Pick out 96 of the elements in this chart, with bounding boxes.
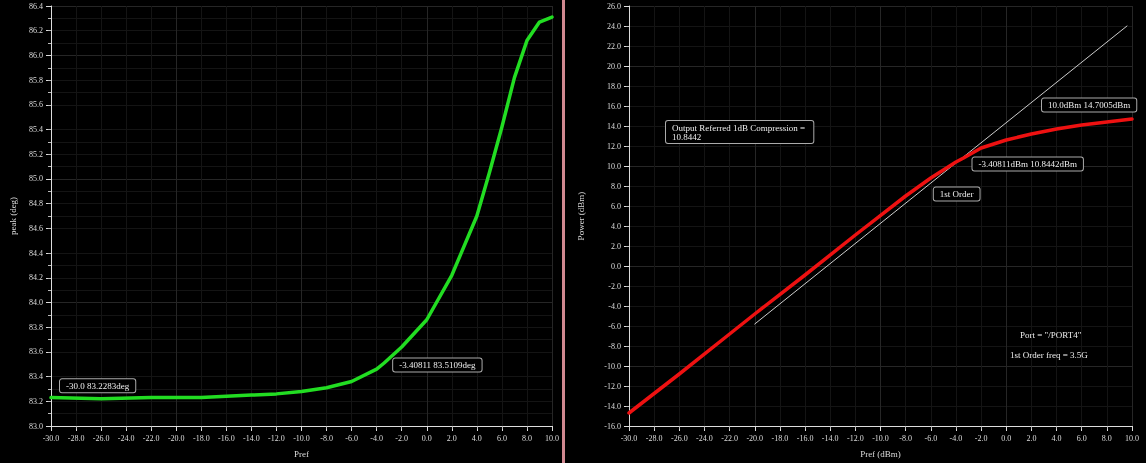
line-series — [49, 15, 554, 401]
y-axis-title: peak (deg) — [7, 196, 18, 236]
y-tick-label: 84.2 — [29, 273, 43, 283]
x-tick-label: -6.0 — [924, 433, 938, 443]
y-tick-label: 18.0 — [607, 81, 621, 91]
x-tick-label: 10.0 — [1125, 433, 1139, 443]
y-tick-label: 84.4 — [29, 248, 43, 258]
x-tick-label: -18.0 — [771, 433, 789, 443]
y-tick-label: 85.0 — [29, 174, 43, 184]
x-tick-label: -12.0 — [268, 433, 285, 443]
y-tick-label: 84.8 — [29, 199, 43, 209]
x-tick-label: -12.0 — [847, 433, 864, 443]
y-tick-label: -16.0 — [604, 421, 621, 431]
x-tick-label: 8.0 — [1101, 433, 1112, 443]
x-tick-label: 8.0 — [521, 433, 532, 443]
x-tick-label: -16.0 — [796, 433, 814, 443]
y-tick-label: 85.8 — [29, 75, 43, 85]
y-tick-label: 2.0 — [611, 241, 621, 251]
x-tick-label: -10.0 — [872, 433, 889, 443]
x-tick-label: -30.0 — [620, 433, 638, 443]
x-tick-label: -2.0 — [974, 433, 988, 443]
line-series — [627, 117, 1134, 415]
x-tick-label: 0.0 — [1001, 433, 1012, 443]
x-tick-label: -4.0 — [370, 433, 383, 443]
x-tick-label: -16.0 — [218, 433, 235, 443]
y-tick-label: -6.0 — [608, 321, 621, 331]
x-tick-label: -8.0 — [320, 433, 333, 443]
y-tick-label: 83.0 — [29, 421, 43, 431]
y-tick-label: -2.0 — [608, 281, 621, 291]
y-tick-label: 86.4 — [29, 1, 43, 11]
y-tick-label: 85.4 — [29, 125, 43, 135]
x-tick-label: 4.0 — [471, 433, 482, 443]
annotation: Port = "/PORT4" — [1020, 329, 1082, 340]
y-tick-label: 26.0 — [607, 1, 621, 11]
x-tick-label: -28.0 — [67, 433, 85, 443]
y-tick-label: -14.0 — [604, 401, 621, 411]
y-tick-label: 83.8 — [29, 322, 43, 332]
y-tick-label: -4.0 — [608, 301, 621, 311]
x-tick-label: -20.0 — [167, 433, 185, 443]
y-tick-label: -10.0 — [604, 361, 621, 371]
x-tick-label: 2.0 — [1026, 433, 1037, 443]
x-tick-label: 2.0 — [446, 433, 457, 443]
x-tick-label: -24.0 — [117, 433, 135, 443]
y-tick-label: 6.0 — [611, 201, 621, 211]
y-tick-label: 4.0 — [611, 221, 621, 231]
x-tick-label: 0.0 — [421, 433, 432, 443]
y-tick-label: 14.0 — [607, 121, 621, 131]
x-tick-label: -2.0 — [395, 433, 409, 443]
y-tick-label: 16.0 — [607, 101, 621, 111]
x-tick-label: 4.0 — [1051, 433, 1062, 443]
y-tick-label: 84.0 — [29, 297, 43, 307]
y-tick-label: 0.0 — [611, 261, 621, 271]
annotation: Output Referred 1dB Compression = 10.8442 — [672, 122, 808, 142]
y-tick-label: 24.0 — [607, 21, 621, 31]
y-tick-label: 10.0 — [607, 161, 621, 171]
x-tick-label: -6.0 — [345, 433, 358, 443]
y-tick-label: 86.0 — [29, 50, 43, 60]
x-tick-label: -24.0 — [696, 433, 713, 443]
y-tick-label: 83.4 — [29, 372, 43, 382]
x-tick-label: -14.0 — [243, 433, 260, 443]
annotation: -3.40811dBm 10.8442dBm — [978, 159, 1077, 169]
y-tick-label: 20.0 — [607, 61, 621, 71]
y-axis-title: Power (dBm) — [575, 191, 586, 241]
x-tick-label: -22.0 — [721, 433, 738, 443]
x-tick-label: -20.0 — [746, 433, 764, 443]
x-tick-label: 6.0 — [496, 433, 507, 443]
y-tick-label: 83.2 — [29, 396, 43, 406]
x-tick-label: -4.0 — [949, 433, 963, 443]
annotation: -3.40811 83.5109deg — [399, 360, 477, 370]
x-axis-title: Pref (dBm) — [860, 448, 901, 459]
y-tick-label: 8.0 — [611, 181, 621, 191]
y-tick-label: -12.0 — [604, 381, 621, 391]
x-tick-label: 6.0 — [1076, 433, 1087, 443]
x-tick-label: -22.0 — [142, 433, 160, 443]
y-tick-label: 84.6 — [29, 223, 43, 233]
x-tick-label: 10.0 — [545, 433, 559, 443]
y-tick-label: 85.2 — [29, 149, 43, 159]
y-tick-label: 12.0 — [607, 141, 621, 151]
x-tick-label: -26.0 — [92, 433, 110, 443]
x-tick-label: -30.0 — [42, 433, 60, 443]
annotation: 10.0dBm 14.7005dBm — [1048, 100, 1131, 110]
y-tick-label: 83.6 — [29, 347, 43, 357]
x-tick-label: -28.0 — [645, 433, 663, 443]
y-tick-label: 85.6 — [29, 100, 43, 110]
x-tick-label: -26.0 — [670, 433, 688, 443]
x-tick-label: -18.0 — [192, 433, 210, 443]
y-tick-label: -8.0 — [608, 341, 621, 351]
x-axis-title: Pref — [294, 448, 309, 459]
y-tick-label: 86.2 — [29, 26, 43, 36]
x-tick-label: -8.0 — [899, 433, 912, 443]
y-tick-label: 22.0 — [607, 41, 621, 51]
x-tick-label: -14.0 — [821, 433, 839, 443]
annotation: -30.0 83.2283deg — [66, 380, 130, 391]
x-tick-label: -10.0 — [293, 433, 310, 443]
annotation: 1st Order freq = 3.5G — [1010, 349, 1089, 360]
annotation: 1st Order — [939, 189, 974, 199]
